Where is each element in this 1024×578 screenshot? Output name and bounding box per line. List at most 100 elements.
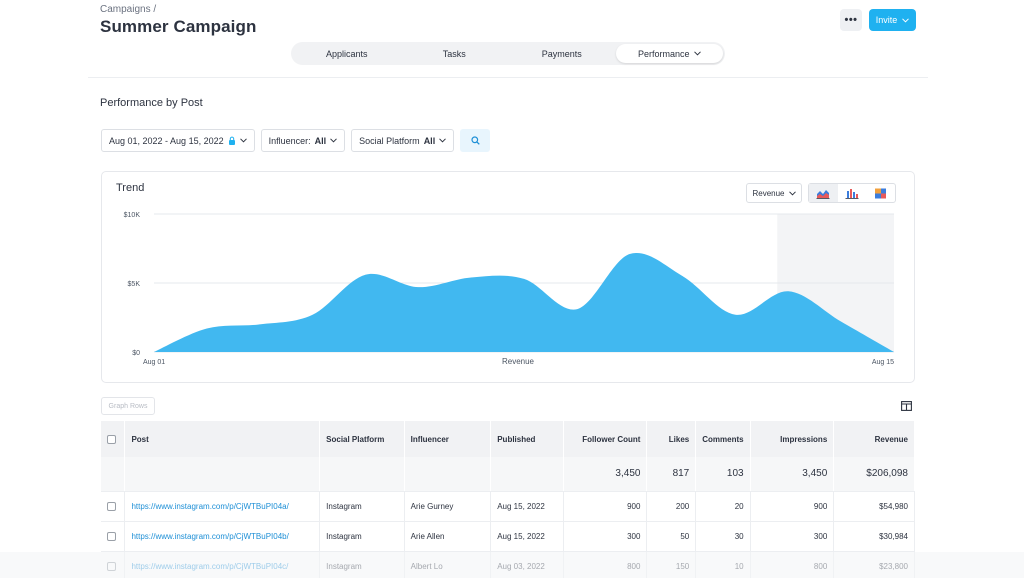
follower-count-cell-text: 800 (627, 561, 641, 571)
post-link-text[interactable]: https://www.instagram.com/p/CjWTBuPI04a/ (131, 501, 289, 511)
graph-rows-button[interactable]: Graph Rows (101, 397, 155, 415)
column-header-likes[interactable]: Likes (646, 421, 697, 457)
tab-bar: Applicants Tasks Payments Performance (291, 42, 725, 65)
date-range-value: Aug 01, 2022 - Aug 15, 2022 (109, 135, 224, 146)
performance-table: Post Social Platform Influencer Publishe… (101, 421, 915, 578)
heatmap-chart-button[interactable] (866, 184, 895, 202)
total-revenue: $206,098 (833, 457, 915, 492)
revenue-cell: $54,980 (833, 491, 915, 522)
tab-applicants[interactable]: Applicants (293, 44, 401, 63)
comments-cell-text: 10 (734, 561, 744, 571)
post-link-text[interactable]: https://www.instagram.com/p/CjWTBuPI04b/ (131, 531, 289, 541)
post-link[interactable]: https://www.instagram.com/p/CjWTBuPI04a/ (124, 491, 321, 522)
social-platform-cell-text: Instagram (326, 501, 362, 511)
column-header-post[interactable]: Post (124, 421, 321, 457)
table-row[interactable]: https://www.instagram.com/p/CjWTBuPI04c/… (101, 551, 915, 578)
chevron-down-icon (330, 138, 338, 143)
social-platform-filter[interactable]: Social Platform All (351, 129, 455, 152)
platform-filter-label: Social Platform (359, 135, 420, 146)
impressions-cell: 800 (750, 551, 835, 578)
x-tick-label-end: Aug 15 (872, 359, 894, 366)
follower-count-cell-text: 900 (627, 501, 641, 511)
search-icon (471, 136, 480, 145)
metric-select[interactable]: Revenue (746, 183, 802, 203)
social-platform-cell-text: Instagram (326, 561, 362, 571)
revenue-area-series (154, 252, 894, 352)
social-platform-cell: Instagram (319, 491, 405, 522)
post-link[interactable]: https://www.instagram.com/p/CjWTBuPI04b/ (124, 521, 321, 552)
table-row[interactable]: https://www.instagram.com/p/CjWTBuPI04b/… (101, 521, 915, 552)
header-divider (88, 77, 928, 78)
column-header-social-platform[interactable]: Social Platform (319, 421, 405, 457)
platform-filter-value: All (423, 135, 436, 146)
influencer-cell: Arie Gurney (404, 491, 492, 522)
influencer-cell: Arie Allen (404, 521, 492, 552)
comments-cell-text: 20 (734, 501, 744, 511)
area-chart-button[interactable] (809, 184, 838, 202)
breadcrumb[interactable]: Campaigns / (100, 4, 157, 15)
total-likes: 817 (646, 457, 697, 492)
revenue-cell-text: $30,984 (879, 531, 908, 541)
heatmap-icon (875, 188, 887, 198)
column-header-impressions[interactable]: Impressions (750, 421, 835, 457)
column-header-follower-count[interactable]: Follower Count (563, 421, 648, 457)
column-header-published[interactable]: Published (490, 421, 564, 457)
chevron-down-icon (902, 17, 910, 23)
search-button[interactable] (460, 129, 491, 152)
select-all-checkbox[interactable] (107, 434, 116, 444)
chevron-down-icon (239, 138, 247, 143)
tab-payments[interactable]: Payments (508, 44, 616, 63)
impressions-cell: 900 (750, 491, 835, 522)
y-tick-label: $5K (128, 281, 141, 288)
follower-count-cell-text: 300 (627, 531, 641, 541)
invite-button-label: Invite (875, 15, 898, 25)
published-cell: Aug 15, 2022 (490, 491, 564, 522)
page-header: Campaigns / Summer Campaign (100, 4, 256, 37)
comments-cell: 20 (695, 491, 751, 522)
column-header-revenue[interactable]: Revenue (833, 421, 915, 457)
trend-chart: $0 $5K $10K Aug 01 Aug 15 Revenue (124, 212, 894, 366)
table-row[interactable]: https://www.instagram.com/p/CjWTBuPI04a/… (101, 491, 915, 522)
row-checkbox[interactable] (107, 561, 116, 571)
page-title: Summer Campaign (100, 17, 257, 36)
published-cell-text: Aug 15, 2022 (497, 531, 545, 541)
more-options-button[interactable]: ••• (840, 9, 862, 31)
comments-cell: 30 (695, 521, 751, 552)
likes-cell: 200 (646, 491, 697, 522)
influencer-filter-label: Influencer: (268, 135, 311, 146)
tab-label: Applicants (325, 48, 368, 59)
columns-icon[interactable] (901, 401, 912, 411)
comments-cell-text: 30 (734, 531, 744, 541)
tab-tasks[interactable]: Tasks (401, 44, 509, 63)
x-tick-label-start: Aug 01 (143, 359, 165, 366)
invite-button[interactable]: Invite (869, 9, 916, 31)
totals-row: 3,450 817 103 3,450 $206,098 (101, 457, 915, 492)
row-checkbox[interactable] (107, 501, 116, 511)
influencer-filter[interactable]: Influencer: All (260, 129, 346, 152)
bar-chart-icon (845, 188, 859, 199)
likes-cell-text: 150 (675, 561, 690, 571)
column-header-influencer[interactable]: Influencer (404, 421, 492, 457)
tab-label: Performance (637, 48, 690, 59)
follower-count-cell: 900 (563, 491, 648, 522)
total-follower-count: 3,450 (563, 457, 648, 492)
likes-cell: 50 (646, 521, 697, 552)
column-header-comments[interactable]: Comments (695, 421, 751, 457)
chevron-down-icon (788, 190, 796, 196)
total-comments: 103 (695, 457, 751, 492)
bar-chart-button[interactable] (838, 184, 867, 202)
likes-cell-text: 200 (675, 501, 690, 511)
likes-cell: 150 (646, 551, 697, 578)
influencer-cell-text: Albert Lo (410, 561, 443, 571)
post-link-text[interactable]: https://www.instagram.com/p/CjWTBuPI04c/ (131, 561, 289, 571)
chart-type-toggle (808, 183, 896, 203)
row-checkbox[interactable] (107, 531, 116, 541)
social-platform-cell: Instagram (319, 521, 405, 552)
date-range-filter[interactable]: Aug 01, 2022 - Aug 15, 2022 (101, 129, 255, 152)
chevron-down-icon (693, 51, 701, 56)
tab-label: Tasks (442, 48, 466, 59)
tab-performance[interactable]: Performance (615, 44, 723, 63)
revenue-cell: $23,800 (833, 551, 915, 578)
post-link[interactable]: https://www.instagram.com/p/CjWTBuPI04c/ (124, 551, 321, 578)
lock-icon (228, 136, 235, 145)
